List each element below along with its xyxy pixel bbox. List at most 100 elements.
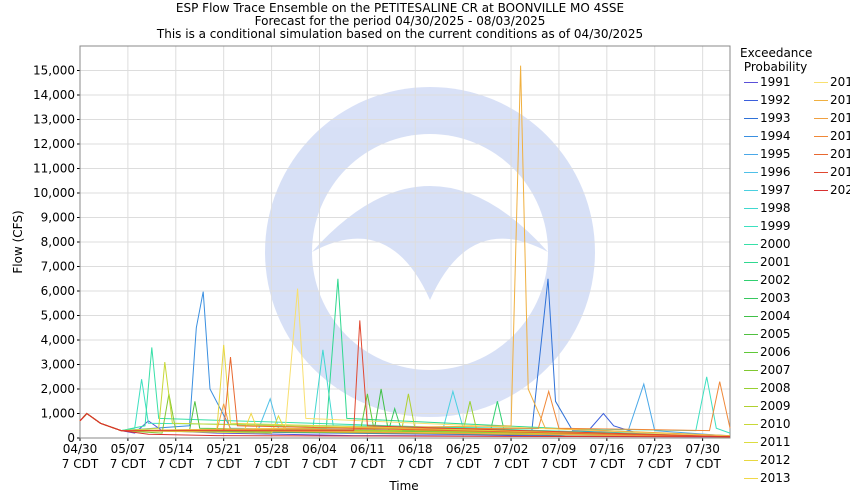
y-tick-label: 10,000 [33,186,75,200]
x-tick-label: 06/04 7 CDT [301,442,338,471]
legend-label: 2004 [760,309,791,323]
legend-swatch [744,208,758,209]
y-tick-label: 4,000 [41,333,75,347]
legend-swatch [814,100,828,101]
legend-label: 2020 [830,183,850,197]
legend-swatch [744,82,758,83]
legend-label: 1995 [760,147,791,161]
y-tick-label: 9,000 [41,211,75,225]
legend-label: 2012 [760,453,791,467]
legend-swatch [744,154,758,155]
chart-note: This is a conditional simulation based o… [156,27,643,41]
y-tick-label: 15,000 [33,64,75,78]
legend-swatch [744,442,758,443]
x-tick-label: 05/14 7 CDT [157,442,194,471]
legend-swatch [744,226,758,227]
legend-label: 2010 [760,417,791,431]
y-tick-label: 12,000 [33,137,75,151]
legend-swatch [744,298,758,299]
watermark [265,87,595,417]
legend-swatch [744,190,758,191]
legend-label: 1991 [760,75,791,89]
legend-swatch [744,460,758,461]
legend-swatch [814,172,828,173]
legend-swatch [744,424,758,425]
legend-label: 2018 [830,147,850,161]
legend-label: 1999 [760,219,791,233]
x-axis-title: Time [388,479,418,493]
legend-label: 2007 [760,363,791,377]
y-tick-label: 6,000 [41,284,75,298]
legend-label: 2011 [760,435,791,449]
legend-swatch [744,172,758,173]
legend-swatch [744,352,758,353]
legend-label: 1992 [760,93,791,107]
legend-label: 2002 [760,273,791,287]
x-tick-label: 05/07 7 CDT [109,442,147,471]
legend-swatch [744,334,758,335]
legend-swatch [814,82,828,83]
legend-swatch [744,280,758,281]
legend-label: 2000 [760,237,791,251]
x-tick-label: 06/11 7 CDT [349,442,386,471]
legend-label: 1993 [760,111,791,125]
plot-border [79,45,731,439]
legend-label: 2013 [760,471,791,485]
legend-swatch [744,406,758,407]
legend-swatch [744,244,758,245]
legend-label: 2015 [830,93,850,107]
y-tick-label: 3,000 [41,358,75,372]
y-tick-label: 2,000 [41,382,75,396]
legend-label: 2006 [760,345,791,359]
y-tick-label: 11,000 [33,162,75,176]
legend-label: 2003 [760,291,791,305]
legend-swatch [744,316,758,317]
y-tick-label: 8,000 [41,235,75,249]
x-tick-label: 06/25 7 CDT [444,442,482,471]
x-tick-label: 07/09 7 CDT [540,442,578,471]
x-tick-label: 07/30 7 CDT [684,442,721,471]
legend-swatch [814,190,828,191]
legend-swatch [744,388,758,389]
legend-swatch [744,262,758,263]
legend-swatch [744,118,758,119]
chart-subtitle: Forecast for the period 04/30/2025 - 08/… [255,14,546,28]
x-tick-label: 07/16 7 CDT [588,442,626,471]
legend-swatch [814,118,828,119]
series-line [79,412,731,438]
legend-label: 2017 [830,129,850,143]
y-tick-label: 0 [67,431,75,445]
legend-label: 1998 [760,201,791,215]
legend-label: 2005 [760,327,791,341]
legend-label: 2001 [760,255,791,269]
legend-label: 1996 [760,165,791,179]
legend-swatch [744,478,758,479]
legend-swatch [744,370,758,371]
y-tick-label: 1,000 [41,407,75,421]
y-tick-label: 13,000 [33,113,75,127]
x-tick-label: 06/18 7 CDT [397,442,434,471]
x-tick-label: 07/23 7 CDT [636,442,673,471]
y-tick-label: 7,000 [41,260,75,274]
legend-swatch [744,136,758,137]
legend-label: 2019 [830,165,850,179]
legend-swatch [814,154,828,155]
legend-label: 1994 [760,129,791,143]
legend-label: 2008 [760,381,791,395]
legend-swatch [744,100,758,101]
chart-title: ESP Flow Trace Ensemble on the PETITESAL… [176,1,624,15]
legend-swatch [814,136,828,137]
y-axis-title: Flow (CFS) [11,210,25,273]
x-tick-label: 04/30 7 CDT [61,442,99,471]
y-tick-label: 5,000 [41,309,75,323]
x-tick-label: 07/02 7 CDT [492,442,530,471]
legend-label: 1997 [760,183,791,197]
y-tick-label: 14,000 [33,88,75,102]
legend-label: 2009 [760,399,791,413]
legend-label: 2014 [830,75,850,89]
legend-label: 2016 [830,111,850,125]
x-tick-label: 05/21 7 CDT [205,442,242,471]
legend-title: Exceedance Probability [740,46,813,74]
